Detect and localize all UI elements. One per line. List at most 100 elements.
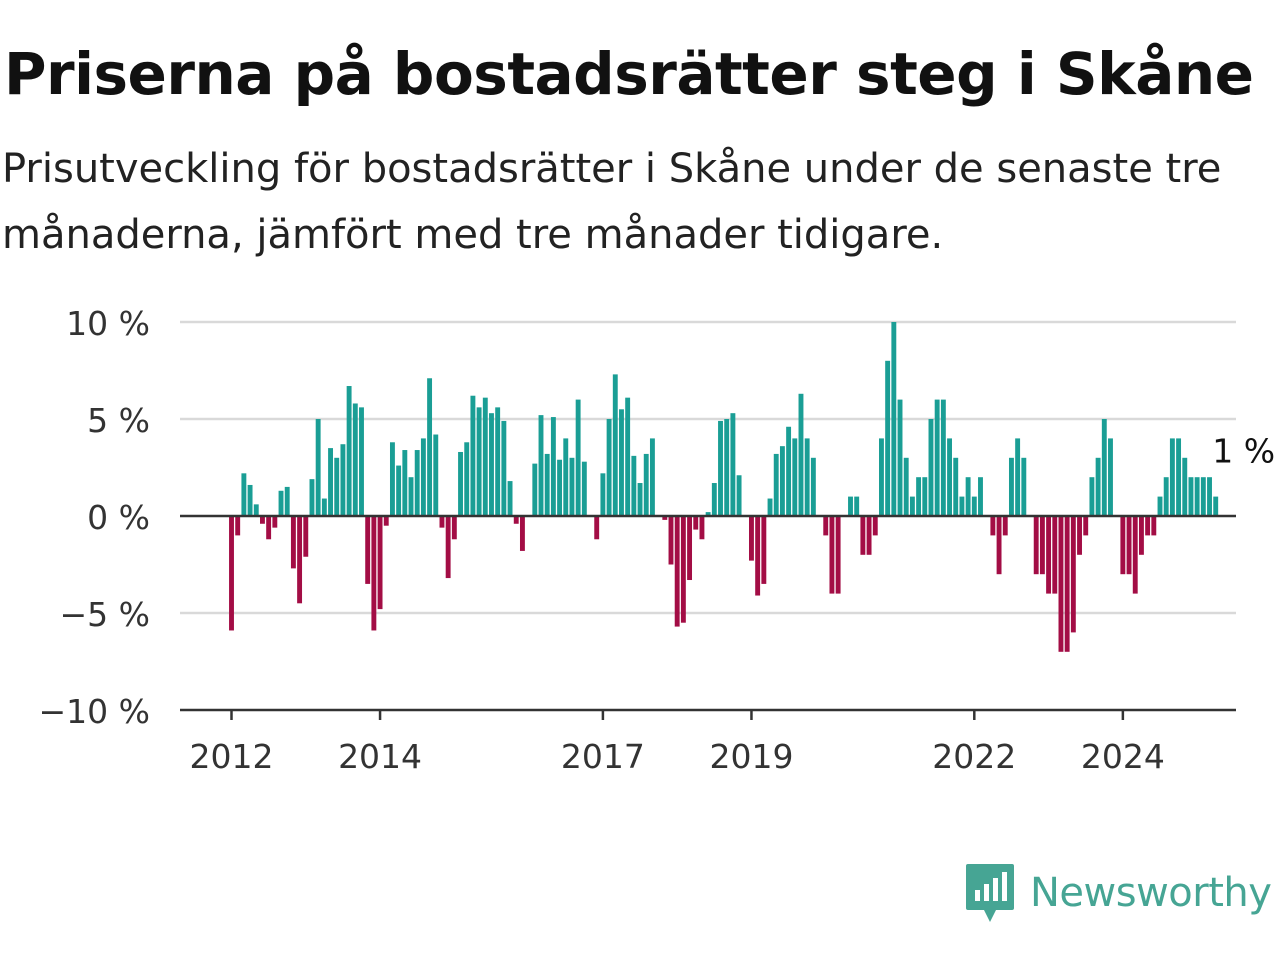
bar (1083, 516, 1089, 536)
bar (1213, 496, 1219, 516)
axes (180, 514, 1236, 720)
bar (235, 516, 241, 536)
bar (724, 419, 730, 516)
bar (1188, 477, 1194, 516)
bar (1039, 516, 1045, 575)
bar (247, 484, 253, 516)
bar (241, 473, 247, 516)
y-tick-label: −5 % (60, 595, 151, 634)
bar (767, 498, 773, 516)
bar (810, 457, 816, 516)
bar (922, 477, 928, 516)
bar (433, 434, 439, 516)
brand-logo: Newsworthy (964, 862, 1272, 924)
x-tick-label: 2022 (932, 737, 1016, 776)
bar (934, 399, 940, 516)
bar (1008, 457, 1014, 516)
bar (303, 516, 309, 557)
bar (1126, 516, 1132, 575)
bar (649, 438, 655, 516)
bar (600, 473, 606, 516)
x-tick-label: 2012 (190, 737, 274, 776)
bar (476, 407, 482, 516)
bar (711, 483, 717, 516)
bar (897, 399, 903, 516)
bar (687, 516, 693, 581)
bar (643, 453, 649, 516)
bar (674, 516, 680, 627)
x-tick-label: 2014 (338, 737, 422, 776)
bar (1077, 516, 1082, 555)
bar (501, 420, 507, 516)
x-tick-label: 2019 (709, 737, 793, 776)
bar (290, 516, 296, 569)
bar (996, 516, 1002, 575)
labels: 10 % 5 % 0 % −5 % −10 % 2012 2014 2017 2019 2022 2… (39, 304, 1279, 776)
bar (990, 516, 996, 536)
bars (229, 322, 1219, 652)
bar (1151, 516, 1157, 536)
bar (779, 446, 785, 516)
bar (637, 483, 643, 516)
bar (1046, 516, 1052, 594)
bar (315, 419, 321, 516)
bar (439, 516, 445, 528)
bar (854, 496, 860, 516)
bar (569, 457, 575, 516)
x-tick-label: 2017 (561, 737, 645, 776)
bar (866, 516, 872, 555)
bar (619, 409, 624, 516)
bar (352, 403, 358, 516)
bar (947, 438, 952, 516)
y-tick-label: −10 % (39, 692, 151, 731)
bar (1207, 477, 1212, 516)
bar (680, 516, 686, 623)
bar (965, 477, 971, 516)
bar (736, 475, 742, 516)
bar (1194, 477, 1200, 516)
bar (538, 415, 544, 516)
bar (668, 516, 674, 565)
bar (377, 516, 383, 610)
bar (563, 438, 569, 516)
bar (532, 463, 538, 516)
bar (1163, 477, 1169, 516)
bar (909, 496, 915, 516)
bar (971, 496, 977, 516)
bar (953, 457, 959, 516)
bar (321, 498, 327, 516)
y-tick-label: 5 % (87, 401, 150, 440)
bar (718, 420, 723, 516)
bar (891, 322, 897, 516)
bar (359, 407, 364, 516)
bar (365, 516, 371, 584)
bar (662, 516, 668, 520)
bar (445, 516, 451, 579)
bar (1120, 516, 1126, 575)
bar (749, 516, 754, 561)
bar (885, 360, 891, 516)
bar (1002, 516, 1008, 536)
bar (594, 516, 600, 540)
bar (916, 477, 922, 516)
bar (420, 438, 426, 516)
bar (489, 413, 494, 516)
bar (903, 457, 909, 516)
bar (730, 413, 736, 516)
bar (798, 393, 804, 516)
bar (482, 397, 488, 516)
newsworthy-logo-icon (966, 864, 1014, 922)
bar (835, 516, 841, 594)
bar (284, 486, 290, 516)
bar (371, 516, 377, 631)
bar (470, 395, 476, 516)
bar (1176, 438, 1182, 516)
bar (575, 399, 581, 516)
bar (860, 516, 866, 555)
bar (872, 516, 878, 536)
bar (1108, 438, 1113, 516)
bar (1021, 457, 1027, 516)
bar (928, 419, 934, 516)
brand-name: Newsworthy (1030, 870, 1272, 916)
bar (823, 516, 829, 536)
